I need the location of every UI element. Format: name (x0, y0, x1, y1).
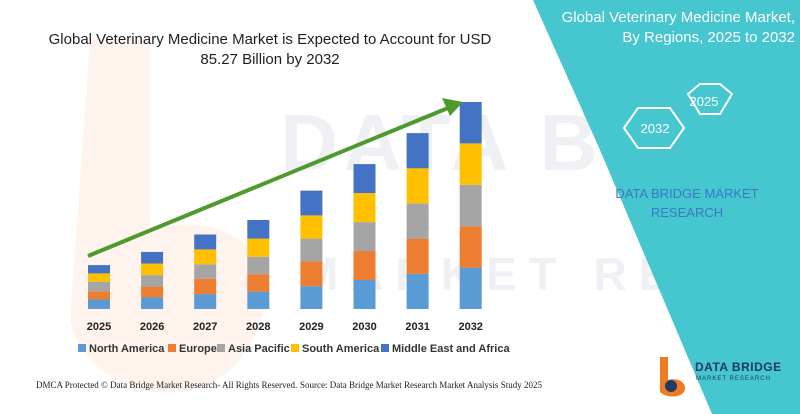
watermark-logo-shape (70, 40, 265, 393)
bar-segment-2025-europe (88, 291, 110, 300)
growth-arrow (87, 98, 463, 258)
side-title: Global Veterinary Medicine Market, By Re… (561, 9, 795, 46)
bar-segment-2027-europe (194, 278, 217, 295)
bar-segment-2029-north-america (300, 286, 323, 309)
bar-segment-2025-north-america (88, 299, 110, 309)
bar-segment-2027-north-america (194, 294, 217, 309)
bar-segment-2027-asia-pacific (194, 264, 217, 279)
x-axis-ticks: 2025 2026 2027 2028 2029 2030 2031 2032 (87, 321, 483, 333)
bar-segment-2026-asia-pacific (141, 275, 164, 287)
bar-segment-2028-middle-east-and-africa (247, 220, 270, 239)
legend-swatch-south-america (291, 344, 299, 352)
bar-segment-2029-asia-pacific (300, 238, 323, 262)
bar-segment-2029-south-america (300, 215, 323, 239)
x-tick-label: 2026 (140, 321, 164, 333)
hexagon-2032 (622, 107, 686, 149)
bar-segment-2027-middle-east-and-africa (194, 234, 217, 250)
x-tick-label: 2025 (87, 321, 111, 333)
legend-label-south-america: South America (302, 343, 380, 355)
bar-segment-2032-south-america (459, 143, 482, 185)
bars-group (88, 102, 482, 309)
bar-segment-2025-south-america (88, 273, 110, 282)
bar-segment-2029-middle-east-and-africa (300, 190, 323, 216)
chart-title: Global Veterinary Medicine Market is Exp… (48, 31, 492, 68)
bar-segment-2026-middle-east-and-africa (141, 251, 164, 264)
bar-segment-2030-asia-pacific (353, 222, 376, 252)
bar-segment-2028-south-america (247, 238, 270, 257)
hexagon-2025-label: 2025 (690, 94, 719, 109)
bar-segment-2031-south-america (406, 168, 429, 204)
legend-label-north-america: North America (89, 343, 165, 355)
bar-segment-2031-north-america (406, 273, 429, 309)
bar-segment-2025-asia-pacific (88, 281, 110, 292)
x-tick-label: 2031 (405, 321, 429, 333)
bar-segment-2031-asia-pacific (406, 203, 429, 239)
legend: North America Europe Asia Pacific South Ame… (78, 343, 510, 355)
bar-segment-2030-europe (353, 251, 376, 280)
bar-segment-2031-middle-east-and-africa (406, 133, 429, 169)
bar-segment-2032-north-america (459, 267, 482, 309)
x-tick-label: 2028 (246, 321, 270, 333)
bar-segment-2030-middle-east-and-africa (353, 164, 376, 194)
legend-label-middle-east-and-africa: Middle East and Africa (392, 343, 510, 355)
legend-swatch-middle-east-and-africa (381, 344, 389, 352)
logo-mark-blue (665, 380, 677, 392)
legend-swatch-europe (168, 344, 176, 352)
x-tick-label: 2029 (299, 321, 323, 333)
legend-swatch-asia-pacific (217, 344, 225, 352)
bar-segment-2030-south-america (353, 193, 376, 223)
bar-segment-2028-asia-pacific (247, 256, 270, 275)
growth-arrow-head (442, 98, 463, 116)
logo-tagline: MARKET RESEARCH (696, 376, 771, 382)
bar-segment-2032-europe (459, 226, 482, 268)
logo-name: DATA BRIDGE (695, 360, 782, 374)
legend-swatch-north-america (78, 344, 86, 352)
x-tick-label: 2030 (352, 321, 376, 333)
bar-segment-2032-middle-east-and-africa (459, 102, 482, 144)
hexagon-2032-label: 2032 (641, 121, 670, 136)
side-panel (533, 0, 800, 414)
bar-segment-2028-europe (247, 274, 270, 292)
footer-source: Source: Data Bridge Market Research Mark… (300, 380, 542, 390)
legend-label-europe: Europe (179, 343, 217, 355)
bar-segment-2026-south-america (141, 263, 164, 276)
footer-copyright: DMCA Protected © Data Bridge Market Rese… (36, 380, 298, 390)
hexagon-2025 (686, 83, 734, 115)
legend-label-asia-pacific: Asia Pacific (228, 343, 290, 355)
bar-segment-2027-south-america (194, 249, 217, 265)
x-tick-label: 2032 (458, 321, 482, 333)
x-tick-label: 2027 (193, 321, 217, 333)
side-brand-text: DATA BRIDGE MARKET RESEARCH (615, 186, 759, 220)
bar-segment-2030-north-america (353, 280, 376, 309)
bar-segment-2031-europe (406, 238, 429, 274)
bar-segment-2026-north-america (141, 297, 164, 309)
bar-segment-2026-europe (141, 286, 164, 298)
bar-segment-2032-asia-pacific (459, 184, 482, 227)
bar-segment-2028-north-america (247, 291, 270, 309)
bar-segment-2025-middle-east-and-africa (88, 265, 110, 274)
bar-segment-2029-europe (300, 261, 323, 287)
growth-arrow-line (87, 106, 449, 258)
logo-icon (660, 357, 686, 397)
